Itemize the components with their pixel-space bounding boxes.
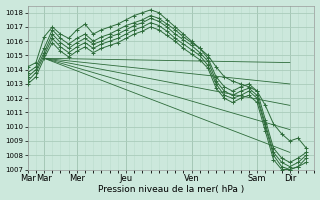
X-axis label: Pression niveau de la mer( hPa ): Pression niveau de la mer( hPa ) bbox=[98, 185, 244, 194]
